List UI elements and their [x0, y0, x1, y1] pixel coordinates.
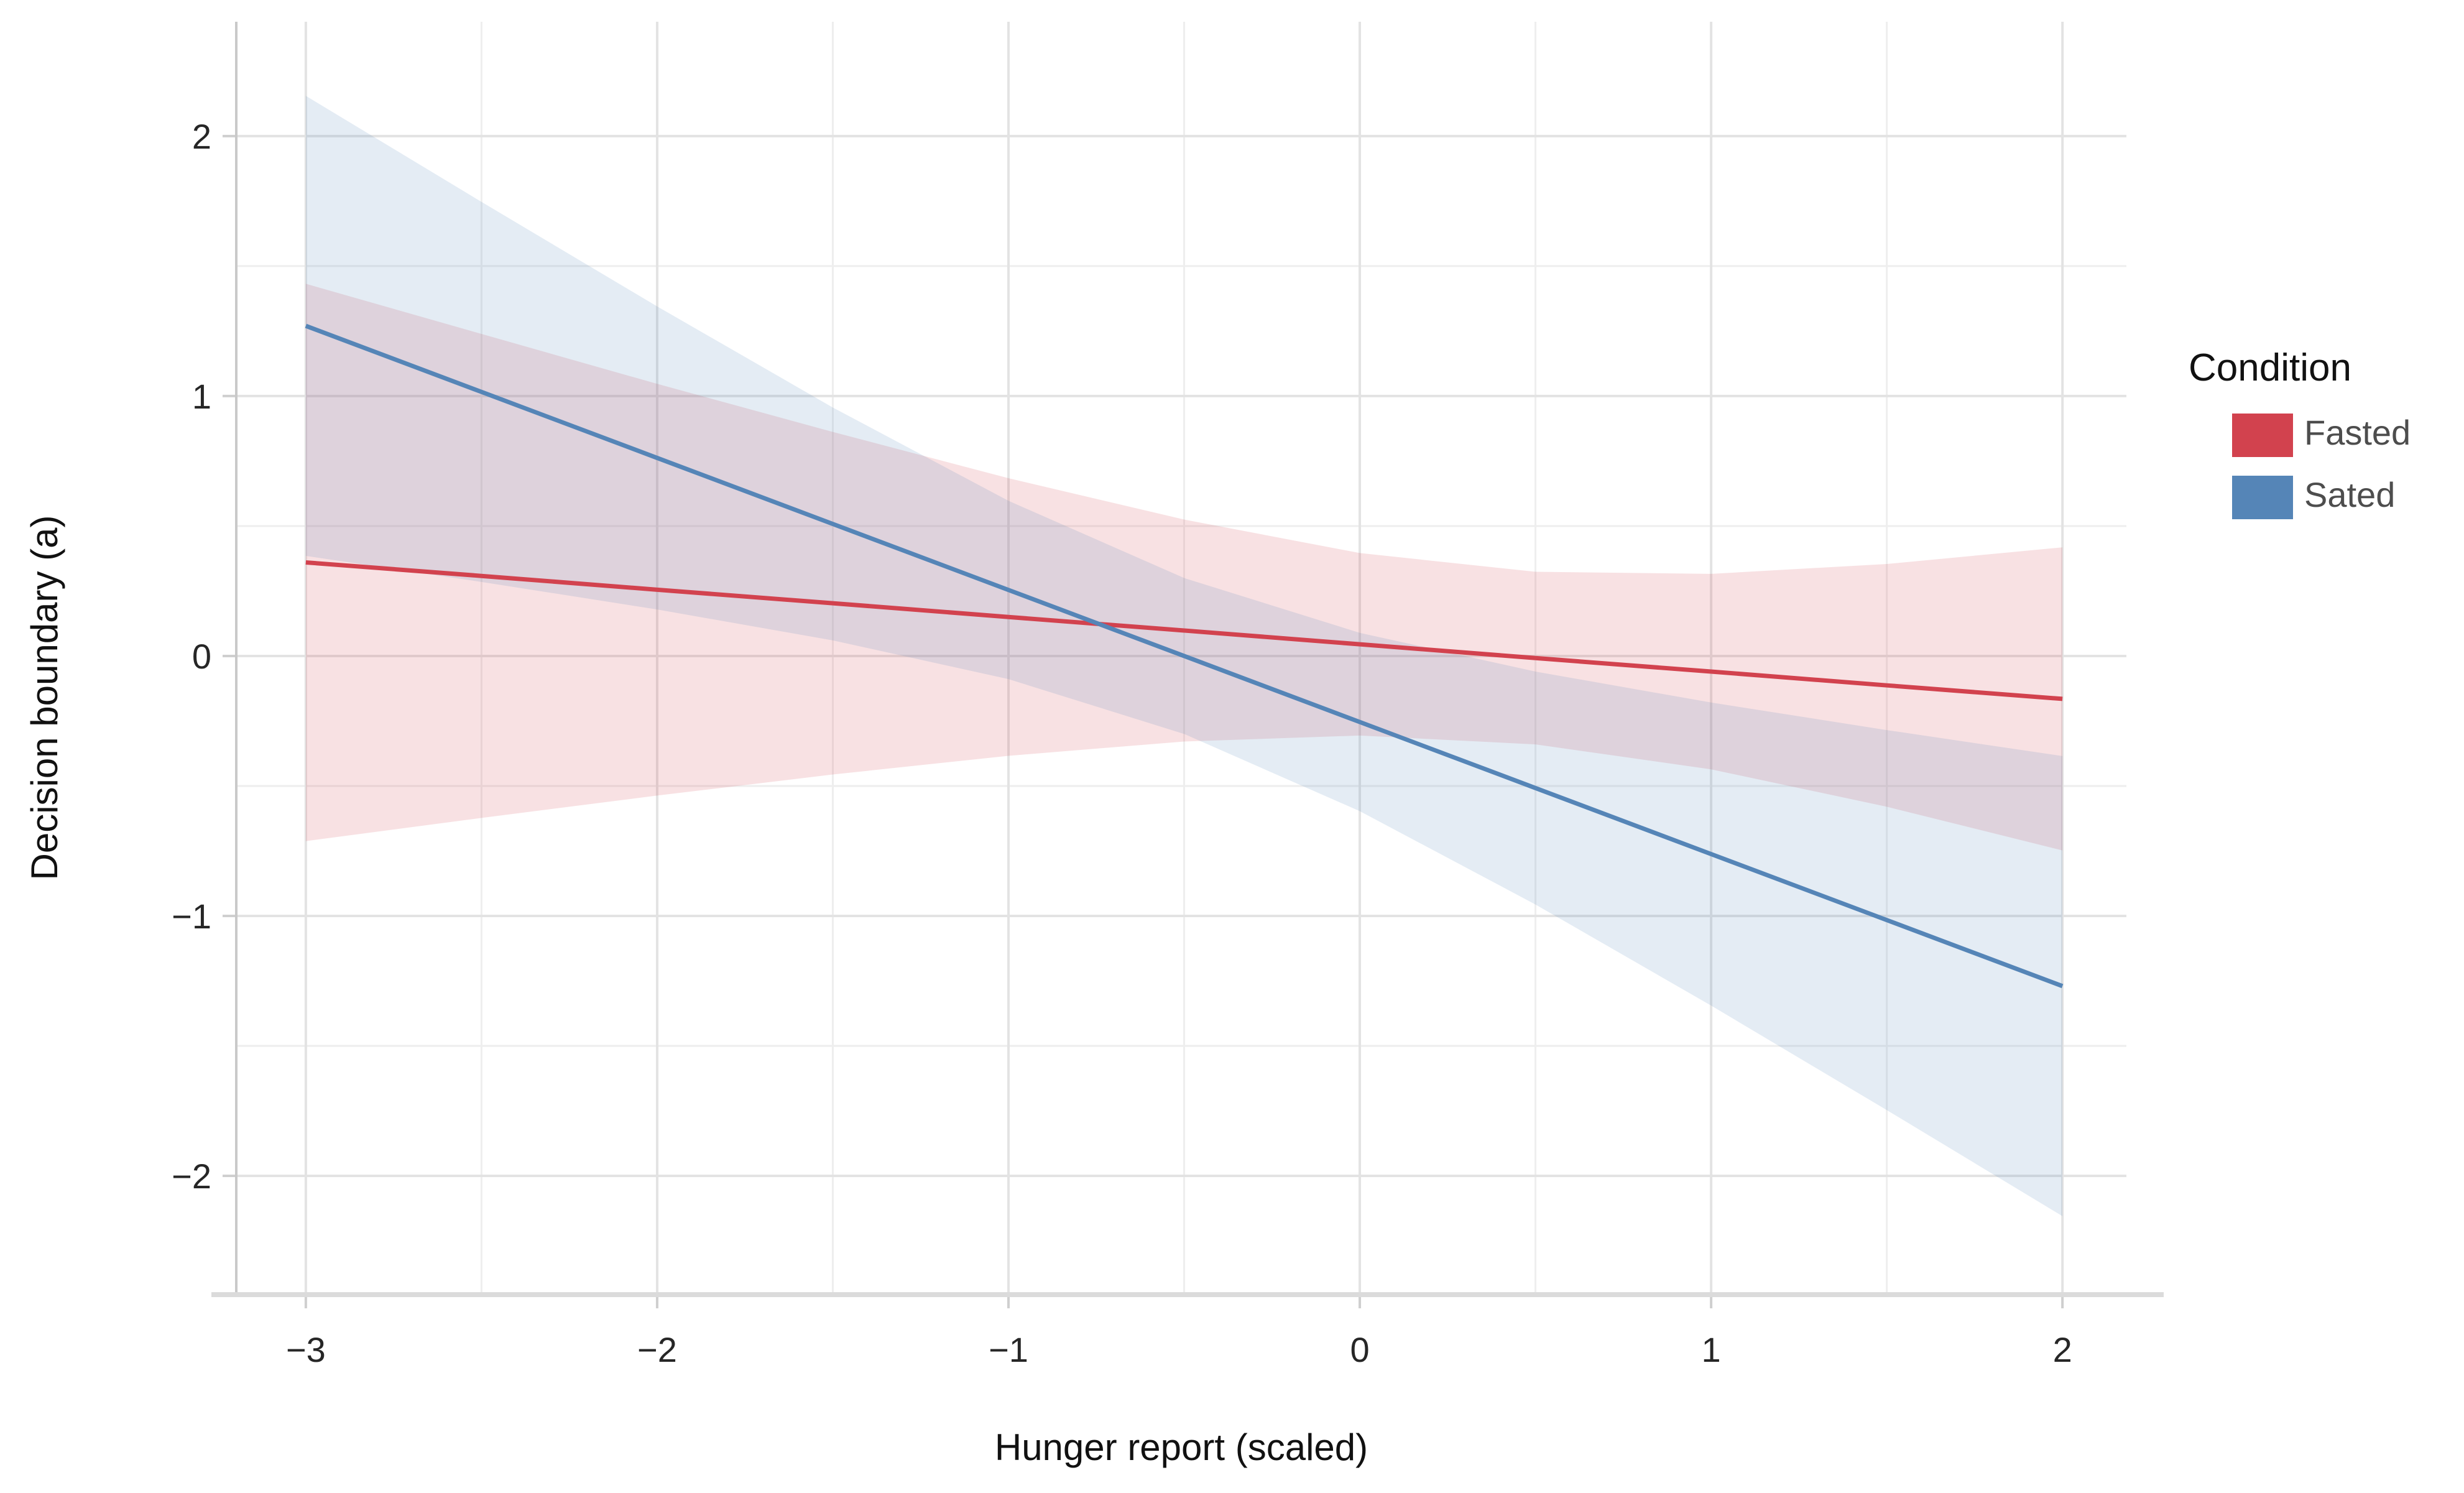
sated-legend-swatch — [2232, 476, 2293, 519]
x-axis-title: Hunger report (scaled) — [995, 1426, 1368, 1468]
y-tick-label: −1 — [172, 897, 211, 936]
y-tick-label: 0 — [192, 637, 211, 676]
legend-item-sated: Sated — [2232, 475, 2395, 519]
x-tick-labels: −3 −2 −1 0 1 2 — [286, 1330, 2072, 1369]
fasted-legend-swatch — [2232, 414, 2293, 457]
y-tick-label: 1 — [192, 377, 211, 416]
legend-item-fasted: Fasted — [2232, 413, 2411, 457]
y-tick-labels: 2 1 0 −1 −2 — [172, 117, 211, 1196]
x-tick-label: 2 — [2053, 1330, 2072, 1369]
y-tick-label: 2 — [192, 117, 211, 156]
legend-title: Condition — [2189, 346, 2351, 389]
gridlines-minor — [236, 22, 2126, 1295]
legend-item-label: Sated — [2304, 475, 2395, 514]
x-tick-label: −2 — [637, 1330, 677, 1369]
y-tick-label: −2 — [172, 1157, 211, 1196]
x-tick-label: −3 — [286, 1330, 326, 1369]
fasted-confidence-ribbon — [305, 284, 2063, 851]
x-tick-label: 1 — [1702, 1330, 1721, 1369]
legend-item-label: Fasted — [2304, 413, 2411, 452]
fasted-line — [305, 560, 2063, 701]
x-tick-label: −1 — [989, 1330, 1028, 1369]
legend-items: Fasted Sated — [2232, 413, 2411, 519]
x-tick-label: 0 — [1350, 1330, 1369, 1369]
legend: Condition Fasted Sated — [2189, 346, 2411, 519]
series-lines — [305, 323, 2064, 989]
y-axis-title: Decision boundary (a) — [24, 515, 65, 881]
sated-line — [305, 323, 2064, 989]
